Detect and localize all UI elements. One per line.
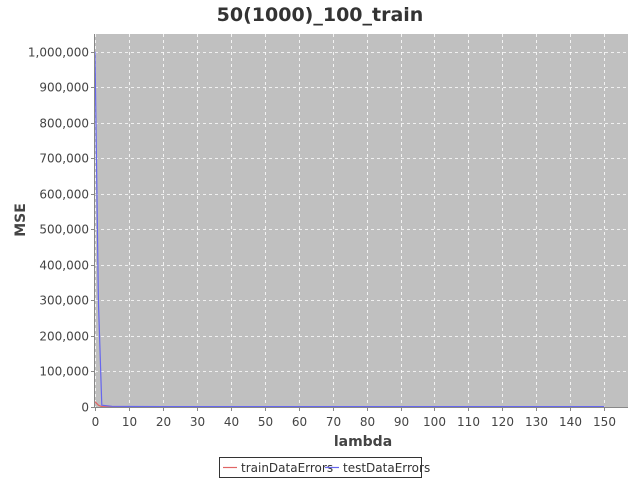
legend-label-train: trainDataErrors: [241, 461, 333, 475]
legend: trainDataErrors testDataErrors: [219, 457, 430, 478]
x-axis-label: lambda: [334, 434, 392, 450]
y-tick-label: 300,000: [39, 294, 89, 308]
chart-title: 50(1000)_100_train: [217, 4, 424, 26]
y-tick-label: 900,000: [39, 81, 89, 95]
x-tick-label: 140: [559, 415, 582, 429]
legend-box: [219, 457, 422, 478]
x-tick-label: 60: [292, 415, 307, 429]
series-layer: [94, 51, 605, 408]
y-tick-label: 200,000: [39, 330, 89, 344]
legend-label-test: testDataErrors: [343, 461, 430, 475]
x-tick-label: 70: [326, 415, 341, 429]
y-tick-label: 100,000: [39, 365, 89, 379]
x-tick-label: 10: [122, 415, 137, 429]
x-tick-label: 20: [156, 415, 171, 429]
y-tick-label: 400,000: [39, 259, 89, 273]
y-tick-label: 0: [81, 401, 89, 415]
x-axis-ticks: 0 10 20 30 40 50 60 70 80 90 100 110 120 130 140 150: [92, 407, 616, 429]
x-tick-label: 30: [190, 415, 205, 429]
y-tick-label: 700,000: [39, 152, 89, 166]
y-tick-label: 500,000: [39, 223, 89, 237]
x-tick-label: 120: [491, 415, 514, 429]
y-tick-label: 800,000: [39, 117, 89, 131]
y-axis-ticks: 0 100,000 200,000 300,000 400,000 500,000 600,…: [28, 46, 95, 415]
x-tick-label: 40: [224, 415, 239, 429]
x-tick-label: 130: [525, 415, 548, 429]
y-tick-label: 1,000,000: [28, 46, 89, 60]
plot-area: [95, 34, 628, 407]
y-tick-label: 600,000: [39, 188, 89, 202]
x-tick-label: 150: [593, 415, 616, 429]
x-tick-label: 0: [92, 415, 100, 429]
series-line-test: [94, 51, 605, 408]
x-tick-label: 110: [457, 415, 480, 429]
x-tick-label: 50: [258, 415, 273, 429]
x-tick-label: 80: [360, 415, 375, 429]
x-tick-label: 90: [394, 415, 409, 429]
x-tick-label: 100: [423, 415, 446, 429]
y-axis-label: MSE: [13, 203, 29, 237]
